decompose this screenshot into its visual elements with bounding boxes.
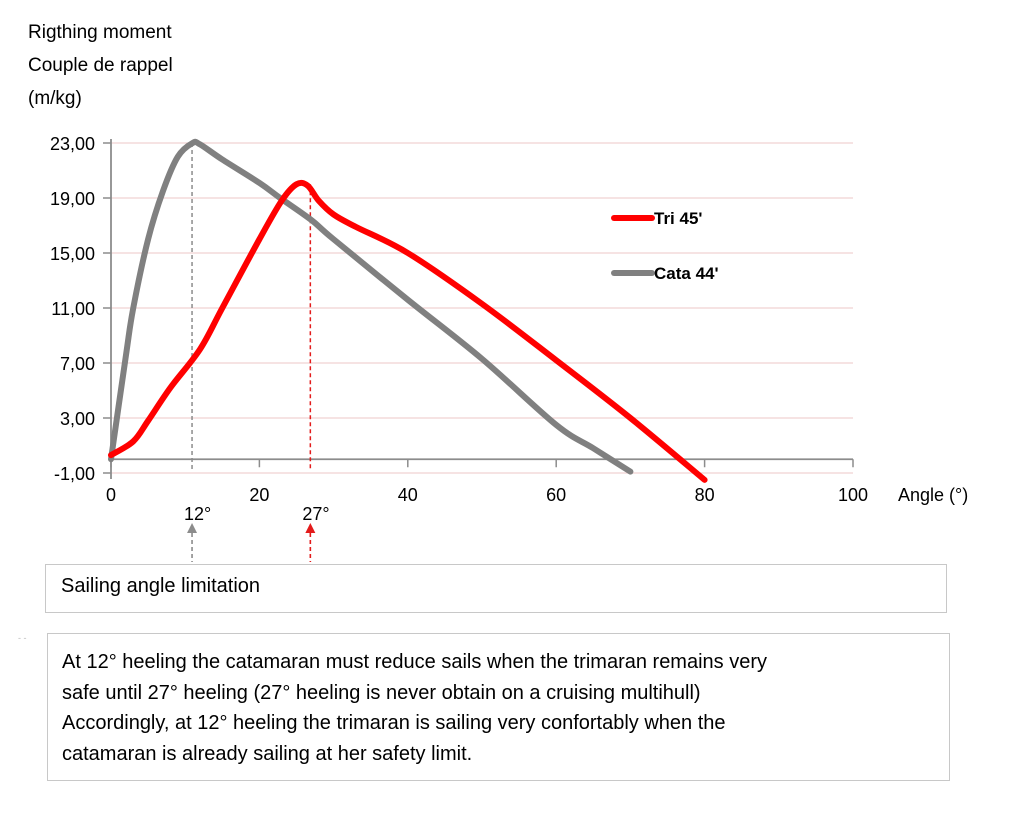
reference-lines: 12° 27° xyxy=(184,143,330,562)
x-axis-ticks: 0 20 40 60 80 100 xyxy=(106,459,868,505)
y-tick-label: 19,00 xyxy=(50,189,95,209)
y-tick-label: 7,00 xyxy=(60,354,95,374)
y-tick-label: 3,00 xyxy=(60,409,95,429)
legend-label-cata-44: Cata 44' xyxy=(654,264,719,283)
y-axis-title-line-2: Couple de rappel xyxy=(28,55,173,76)
legend: Tri 45' Cata 44' xyxy=(611,209,719,283)
series-line-cata-44 xyxy=(108,138,634,475)
y-axis-title: Rigthing moment Couple de rappel (m/kg) xyxy=(28,22,173,109)
sailing-angle-limitation-text: Sailing angle limitation xyxy=(61,575,261,597)
y-tick-label: -1,00 xyxy=(54,464,95,484)
y-axis-title-line-1: Rigthing moment xyxy=(28,22,172,43)
explanation-line: Accordingly, at 12° heeling the trimaran… xyxy=(62,712,726,734)
explanation-line: catamaran is already sailing at her safe… xyxy=(62,742,473,765)
stray-mark: - - xyxy=(18,633,27,643)
legend-label-tri-45: Tri 45' xyxy=(654,209,702,228)
y-axis-title-line-3: (m/kg) xyxy=(28,88,82,109)
x-tick-label: 0 xyxy=(106,485,116,505)
series-line-tri-45 xyxy=(108,179,708,483)
x-tick-label: 60 xyxy=(546,485,566,505)
y-tick-label: 11,00 xyxy=(51,299,95,319)
explanation-line: At 12° heeling the catamaran must reduce… xyxy=(62,651,767,673)
reference-label-12: 12° xyxy=(184,504,211,524)
x-axis-title: Angle (°) xyxy=(898,485,968,505)
explanation-box: At 12° heeling the catamaran must reduce… xyxy=(47,633,950,781)
sailing-angle-limitation-box: Sailing angle limitation xyxy=(45,564,947,613)
x-tick-label: 40 xyxy=(398,485,418,505)
axes xyxy=(110,139,853,479)
explanation-line: safe until 27° heeling (27° heeling is n… xyxy=(62,681,701,704)
x-tick-label: 20 xyxy=(249,485,269,505)
up-arrow-icon xyxy=(187,523,198,533)
up-arrow-icon xyxy=(305,523,316,533)
x-tick-label: 100 xyxy=(838,485,868,505)
reference-label-27: 27° xyxy=(302,504,329,524)
y-tick-label: 15,00 xyxy=(50,244,95,264)
y-axis-ticks: 23,00 19,00 15,00 11,00 7,00 3,00 -1,00 xyxy=(50,134,111,484)
gridlines xyxy=(111,142,853,474)
x-tick-label: 80 xyxy=(695,485,715,505)
y-tick-label: 23,00 xyxy=(50,134,95,154)
series-lines xyxy=(108,138,708,483)
